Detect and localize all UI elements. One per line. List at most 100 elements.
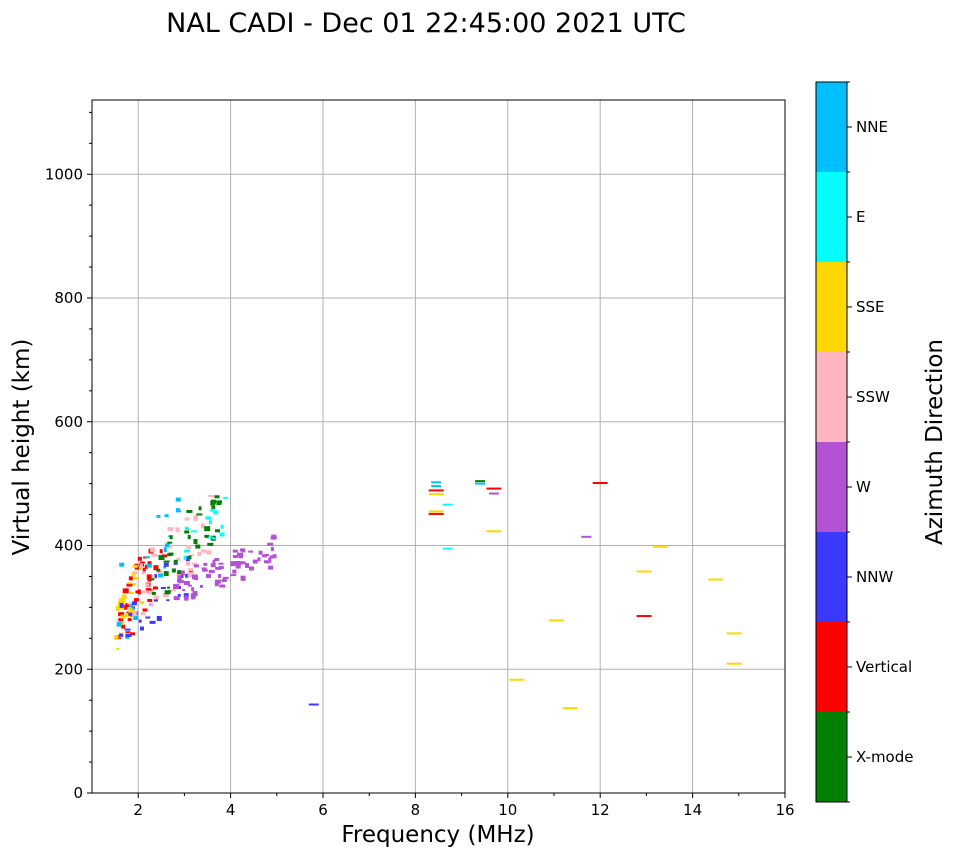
echo-point-ssw (148, 590, 155, 595)
echo-point-x-mode (475, 480, 486, 483)
echo-point-sse (726, 632, 742, 635)
colorbar-segment-x-mode (816, 712, 847, 802)
echo-point-x-mode (214, 529, 220, 533)
echo-point-e (212, 537, 216, 540)
y-tick-label: 0 (73, 784, 83, 802)
echo-point-w (178, 580, 184, 584)
echo-point-x-mode (210, 500, 216, 506)
echo-point-vertical (125, 603, 131, 608)
echo-point-ssw (208, 495, 215, 498)
echo-point-w (488, 492, 499, 495)
echo-point-ssw (190, 554, 194, 557)
echo-point-e (183, 555, 187, 560)
echo-point-ssw (150, 547, 156, 553)
echo-point-x-mode (151, 591, 156, 595)
colorbar-segment-nne (816, 82, 847, 172)
colorbar-label: Azimuth Direction (922, 339, 948, 545)
y-tick-label: 600 (54, 413, 83, 431)
echo-point-nnw (153, 574, 157, 579)
echo-point-ssw (162, 592, 169, 597)
echo-point-nne (176, 510, 182, 513)
echo-point-nne (146, 563, 152, 568)
echo-point-vertical (134, 566, 140, 570)
echo-point-ssw (153, 595, 159, 600)
colorbar-segment-w (816, 442, 847, 532)
echo-point-vertical (134, 563, 139, 566)
echo-point-ssw (127, 602, 132, 605)
echo-point-vertical (126, 583, 133, 587)
x-tick-label: 4 (226, 801, 236, 819)
echo-point-sse (138, 566, 142, 571)
echo-point-nne (158, 573, 164, 578)
echo-point-nnw (166, 599, 170, 602)
echo-point-vertical (147, 561, 152, 567)
echo-point-vertical (147, 598, 153, 602)
echo-point-w (232, 569, 237, 574)
echo-point-vertical (636, 615, 652, 618)
y-tick-label: 200 (54, 660, 83, 678)
echo-point-x-mode (167, 541, 173, 544)
echo-point-ssw (167, 527, 174, 532)
echo-point-sse (509, 678, 525, 681)
echo-point-ssw (139, 563, 143, 568)
echo-point-w (199, 584, 203, 588)
echo-point-e (184, 549, 191, 553)
echo-point-w (218, 566, 224, 570)
echo-point-w (230, 561, 236, 567)
echo-point-ssw (133, 571, 138, 575)
echo-point-w (218, 574, 222, 579)
echo-point-x-mode (198, 506, 202, 511)
echo-point-w (257, 557, 261, 562)
echo-point-w (239, 548, 245, 552)
x-axis-label: Frequency (MHz) (341, 822, 534, 848)
echo-point-e (219, 532, 225, 537)
echo-point-ssw (175, 527, 180, 533)
echo-point-sse (562, 707, 578, 710)
echo-point-w (214, 558, 220, 562)
echo-point-nne (144, 556, 150, 559)
echo-point-vertical (144, 564, 148, 569)
echo-point-ssw (188, 568, 194, 572)
echo-point-sse (132, 564, 138, 568)
colorbar-label-nne: NNE (856, 118, 888, 136)
echo-point-w (208, 569, 215, 573)
echo-point-x-mode (158, 554, 165, 560)
echo-point-w (269, 555, 275, 559)
echo-point-nne (431, 485, 442, 488)
echo-point-vertical (147, 577, 152, 582)
echo-point-w (191, 587, 195, 592)
echo-point-nne (132, 607, 136, 610)
echo-point-nne (164, 543, 170, 548)
echo-point-ssw (185, 561, 190, 566)
echo-point-nnw (119, 602, 124, 608)
echo-point-ssw (157, 569, 163, 574)
echo-point-nnw (188, 569, 193, 573)
echo-point-sse (131, 572, 136, 577)
echo-point-w (268, 565, 274, 570)
echo-point-nnw (308, 703, 319, 706)
echo-point-nnw (177, 593, 181, 597)
echo-point-nnw (149, 620, 156, 624)
echo-point-x-mode (184, 530, 190, 534)
colorbar-label-x-mode: X-mode (856, 748, 913, 766)
echo-point-vertical (486, 487, 502, 490)
echo-point-w (214, 582, 219, 587)
echo-point-ssw (206, 550, 212, 555)
echo-point-vertical (134, 598, 138, 602)
echo-point-x-mode (193, 539, 198, 545)
echo-point-sse (125, 612, 131, 617)
echo-point-w (263, 560, 268, 564)
echo-point-sse (120, 614, 126, 619)
echo-point-vertical (128, 576, 133, 581)
colorbar-segment-ssw (816, 352, 847, 442)
echo-point-w (221, 579, 226, 583)
echo-point-x-mode (164, 590, 171, 595)
y-tick-label: 1000 (45, 165, 83, 183)
echo-point-w (268, 557, 272, 563)
echo-point-w (248, 566, 254, 571)
x-tick-label: 16 (775, 801, 794, 819)
echo-point-ssw (197, 551, 202, 556)
y-axis-label: Virtual height (km) (9, 339, 35, 556)
echo-point-nnw (185, 556, 190, 562)
